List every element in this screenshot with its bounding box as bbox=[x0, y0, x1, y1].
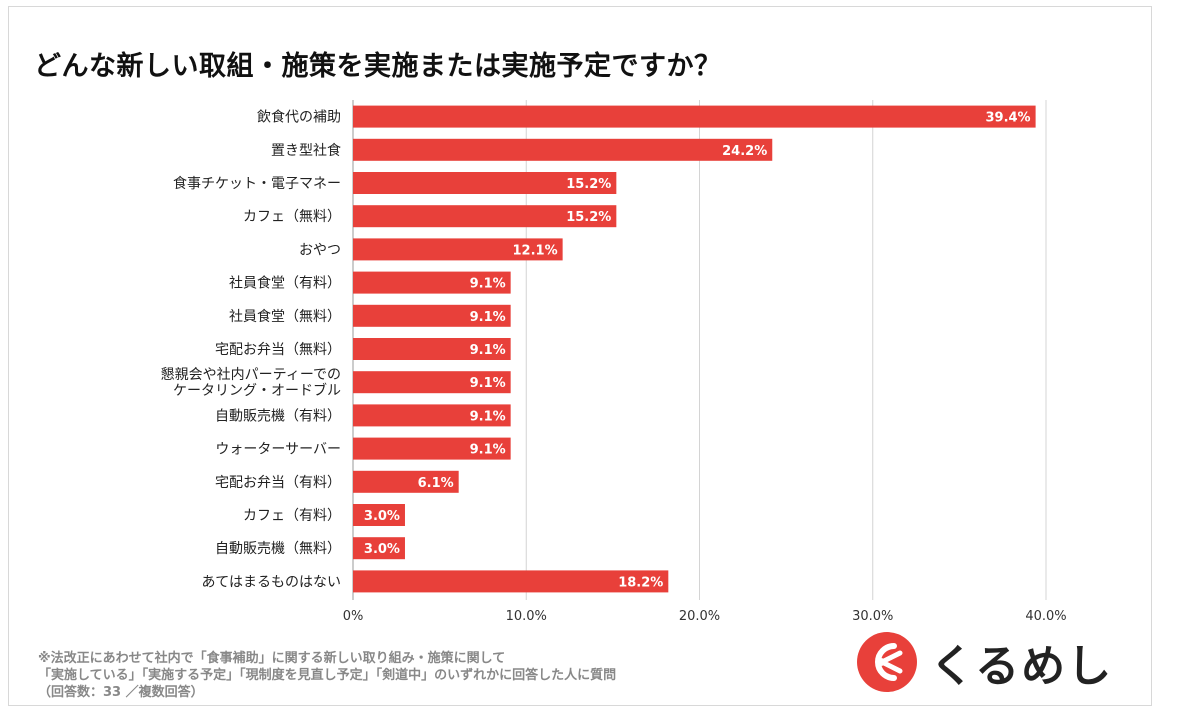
bar bbox=[353, 404, 511, 427]
x-tick-label: 20.0% bbox=[679, 609, 720, 624]
bar bbox=[353, 504, 405, 526]
category-label: カフェ（無料） bbox=[243, 209, 341, 225]
value-label: 9.1% bbox=[470, 443, 506, 458]
value-label: 24.2% bbox=[722, 144, 767, 159]
category-label: 社員食堂（有料） bbox=[229, 275, 341, 292]
bar bbox=[353, 271, 511, 294]
bars bbox=[353, 105, 1036, 593]
logo-mark-icon bbox=[857, 632, 917, 692]
category-label: 飲食代の補助 bbox=[257, 109, 341, 126]
brand-logo: くるめし bbox=[856, 630, 1126, 694]
bar bbox=[353, 537, 405, 560]
footnote-line-3: （回答数：33 ／複数回答） bbox=[38, 685, 204, 700]
x-tick-label: 10.0% bbox=[506, 609, 547, 624]
chart-title: どんな新しい取組・施策を実施または実施予定ですか？ bbox=[34, 51, 722, 82]
bar bbox=[353, 570, 669, 593]
value-label: 6.1% bbox=[418, 476, 454, 491]
value-label: 9.1% bbox=[470, 310, 506, 325]
value-label: 15.2% bbox=[566, 210, 611, 225]
logo-text: くるめし bbox=[930, 641, 1114, 692]
category-label: ウォーターサーバー bbox=[215, 442, 341, 458]
value-label: 3.0% bbox=[364, 509, 400, 524]
category-label: 自動販売機（有料） bbox=[215, 408, 341, 424]
value-label: 18.2% bbox=[618, 575, 663, 590]
value-label: 9.1% bbox=[470, 409, 506, 424]
x-tick-label: 30.0% bbox=[852, 609, 893, 624]
bar bbox=[353, 371, 511, 394]
category-label: 懇親会や社内パーティーでの bbox=[161, 366, 341, 383]
bar bbox=[353, 304, 511, 327]
bar bbox=[353, 238, 563, 261]
value-label: 9.1% bbox=[470, 376, 506, 391]
category-label: 食事チケット・電子マネー bbox=[173, 175, 341, 192]
x-tick-labels: 0% 10.0% 20.0% 30.0% 40.0% bbox=[343, 609, 1067, 624]
bar bbox=[353, 437, 511, 460]
x-tick-label: 0% bbox=[343, 609, 364, 624]
value-label: 39.4% bbox=[985, 111, 1030, 126]
category-label: カフェ（有料） bbox=[243, 508, 341, 524]
footnote-line-1: ※法改正にあわせて社内で「食事補助」に関する新しい取り組み・施策に関して bbox=[38, 651, 506, 666]
category-label: 置き型社食 bbox=[271, 142, 341, 159]
value-labels: 39.4% 24.2% 15.2% 15.2% 12.1% 9.1% 9.1% 9.1% 9.1… bbox=[364, 111, 1031, 591]
value-label: 9.1% bbox=[470, 277, 506, 292]
bar bbox=[353, 105, 1036, 128]
value-label: 9.1% bbox=[470, 343, 506, 358]
value-label: 3.0% bbox=[364, 542, 400, 557]
category-label: あてはまるものはない bbox=[202, 574, 341, 590]
value-label: 15.2% bbox=[566, 177, 611, 192]
x-tick-label: 40.0% bbox=[1025, 609, 1066, 624]
category-label: おやつ bbox=[299, 242, 341, 258]
category-label: 自動販売機（無料） bbox=[215, 541, 341, 557]
category-label: 宅配お弁当（無料） bbox=[215, 342, 341, 358]
category-label: 社員食堂（無料） bbox=[229, 308, 341, 325]
bar bbox=[353, 138, 773, 161]
value-label: 12.1% bbox=[513, 243, 558, 258]
bar bbox=[353, 205, 617, 228]
category-label: ケータリング・オードブル bbox=[173, 382, 341, 399]
bar bbox=[353, 338, 511, 360]
bar bbox=[353, 470, 459, 493]
bar bbox=[353, 172, 617, 194]
footnote: ※法改正にあわせて社内で「食事補助」に関する新しい取り組み・施策に関して 「実施… bbox=[38, 650, 616, 701]
footnote-line-2: 「実施している」「実施する予定」「現制度を見直し予定」「剣道中」のいずれかに回答… bbox=[38, 668, 617, 683]
category-label: 宅配お弁当（有料） bbox=[215, 475, 341, 491]
